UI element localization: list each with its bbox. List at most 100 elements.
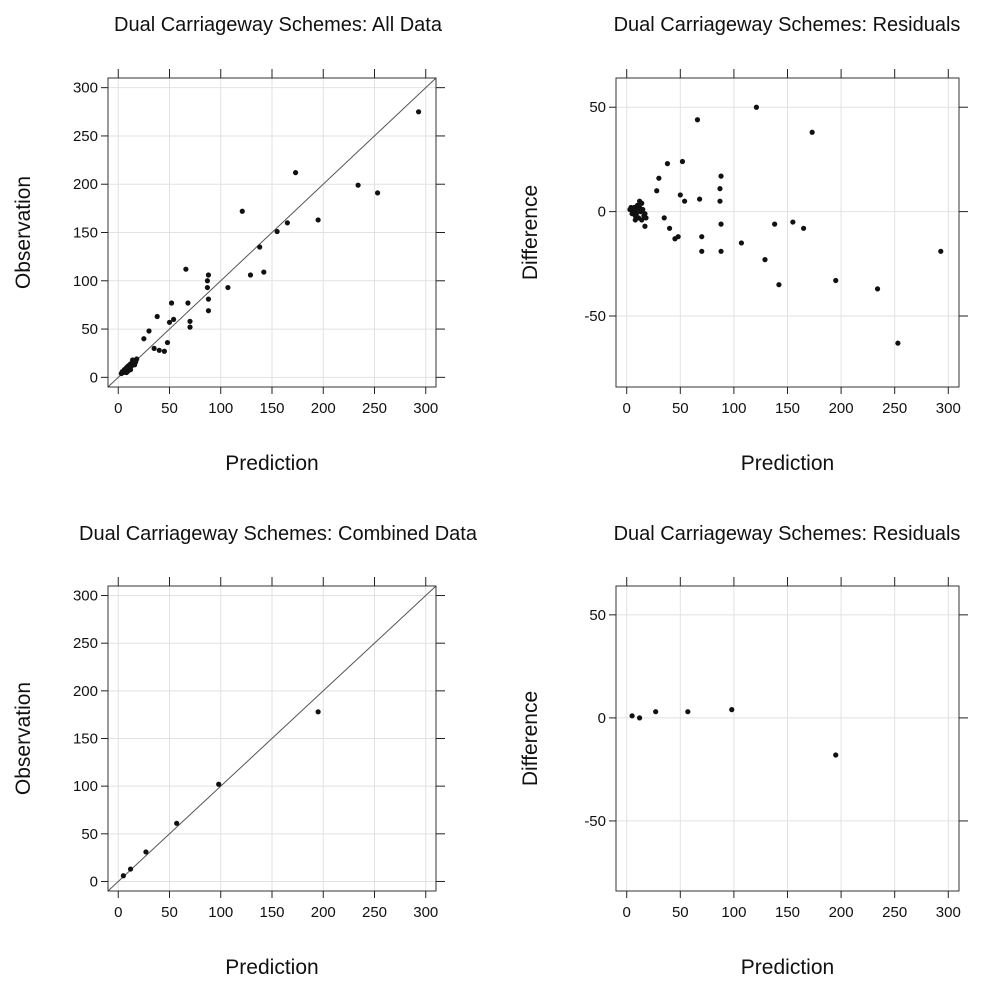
- x-tick-label: 300: [936, 904, 961, 921]
- data-point: [697, 196, 702, 201]
- x-axis-label: Prediction: [225, 956, 318, 979]
- y-axis-label: Difference: [519, 185, 542, 280]
- x-tick-label: 250: [882, 904, 907, 921]
- scatter-panel: Dual Carriageway Schemes: Combined Data 0…: [0, 508, 497, 985]
- data-point: [240, 209, 245, 214]
- data-point: [141, 336, 146, 341]
- data-point: [801, 226, 806, 231]
- x-tick-label: 200: [829, 400, 854, 417]
- y-tick-label: 0: [90, 369, 98, 386]
- data-point: [637, 715, 642, 720]
- data-point: [938, 249, 943, 254]
- data-point: [131, 358, 136, 363]
- x-tick-label: 100: [721, 400, 746, 417]
- y-tick-label: 300: [73, 80, 98, 97]
- data-point: [718, 222, 723, 227]
- data-point: [665, 161, 670, 166]
- data-point: [416, 109, 421, 114]
- y-tick-label: 150: [73, 731, 98, 748]
- x-axis-label: Prediction: [741, 452, 834, 475]
- data-point: [165, 340, 170, 345]
- y-tick-label: 50: [81, 321, 98, 338]
- chart-svg: Dual Carriageway Schemes: Residuals 0 50 10…: [497, 508, 995, 985]
- y-tick-label: 150: [73, 225, 98, 242]
- data-point: [257, 244, 262, 249]
- data-point: [375, 190, 380, 195]
- data-point: [174, 821, 179, 826]
- chart-title: Dual Carriageway Schemes: Residuals: [614, 523, 961, 545]
- data-point: [875, 286, 880, 291]
- x-tick-label: 100: [208, 904, 233, 921]
- data-point: [155, 314, 160, 319]
- data-point: [187, 319, 192, 324]
- data-point: [680, 159, 685, 164]
- y-axis-label: Observation: [12, 176, 35, 289]
- y-tick-label: 0: [598, 204, 606, 221]
- data-point: [699, 249, 704, 254]
- scatter-panel: Dual Carriageway Schemes: All Data 0 50 100…: [0, 0, 497, 492]
- scatter-panel: Dual Carriageway Schemes: Residuals 0 50 10…: [497, 0, 995, 492]
- data-point: [667, 226, 672, 231]
- data-point: [261, 269, 266, 274]
- data-point: [285, 220, 290, 225]
- x-axis-label: Prediction: [225, 452, 318, 475]
- x-tick-label: 150: [259, 400, 284, 417]
- x-tick-label: 250: [362, 904, 387, 921]
- data-point: [717, 199, 722, 204]
- y-tick-label: -50: [584, 813, 606, 830]
- data-point: [642, 224, 647, 229]
- chart-title: Dual Carriageway Schemes: Combined Data: [79, 523, 478, 545]
- data-point: [356, 183, 361, 188]
- data-point: [676, 234, 681, 239]
- x-axis-label: Prediction: [741, 956, 834, 979]
- x-tick-label: 300: [413, 400, 438, 417]
- x-tick-label: 300: [936, 400, 961, 417]
- data-point: [183, 267, 188, 272]
- data-point: [790, 219, 795, 224]
- chart-svg: Dual Carriageway Schemes: Residuals 0 50 10…: [497, 0, 995, 492]
- y-tick-label: -50: [584, 308, 606, 325]
- data-point: [772, 222, 777, 227]
- x-tick-label: 200: [311, 904, 336, 921]
- x-tick-label: 100: [208, 400, 233, 417]
- data-point: [126, 368, 131, 373]
- data-point: [776, 282, 781, 287]
- data-point: [128, 866, 133, 871]
- x-tick-label: 0: [623, 400, 631, 417]
- data-point: [633, 217, 638, 222]
- data-point: [833, 752, 838, 757]
- x-tick-label: 250: [882, 400, 907, 417]
- data-point: [187, 325, 192, 330]
- data-point: [718, 249, 723, 254]
- y-tick-label: 300: [73, 588, 98, 605]
- y-tick-label: 250: [73, 635, 98, 652]
- data-point: [316, 217, 321, 222]
- data-point: [685, 709, 690, 714]
- y-tick-label: 0: [598, 710, 606, 727]
- x-tick-label: 100: [721, 904, 746, 921]
- data-point: [717, 186, 722, 191]
- chart-title: Dual Carriageway Schemes: All Data: [114, 14, 443, 36]
- data-point: [754, 105, 759, 110]
- data-point: [146, 328, 151, 333]
- data-point: [293, 170, 298, 175]
- x-tick-label: 150: [775, 904, 800, 921]
- data-point: [316, 709, 321, 714]
- y-tick-label: 200: [73, 176, 98, 193]
- data-point: [275, 229, 280, 234]
- x-tick-label: 200: [311, 400, 336, 417]
- data-point: [643, 215, 648, 220]
- data-point: [895, 341, 900, 346]
- y-tick-label: 50: [81, 826, 98, 843]
- data-point: [739, 240, 744, 245]
- data-point: [695, 117, 700, 122]
- data-point: [729, 707, 734, 712]
- data-point: [171, 317, 176, 322]
- data-point: [206, 297, 211, 302]
- data-point: [185, 300, 190, 305]
- data-point: [634, 211, 639, 216]
- x-tick-label: 250: [362, 400, 387, 417]
- data-point: [216, 782, 221, 787]
- x-tick-label: 0: [623, 904, 631, 921]
- data-point: [656, 176, 661, 181]
